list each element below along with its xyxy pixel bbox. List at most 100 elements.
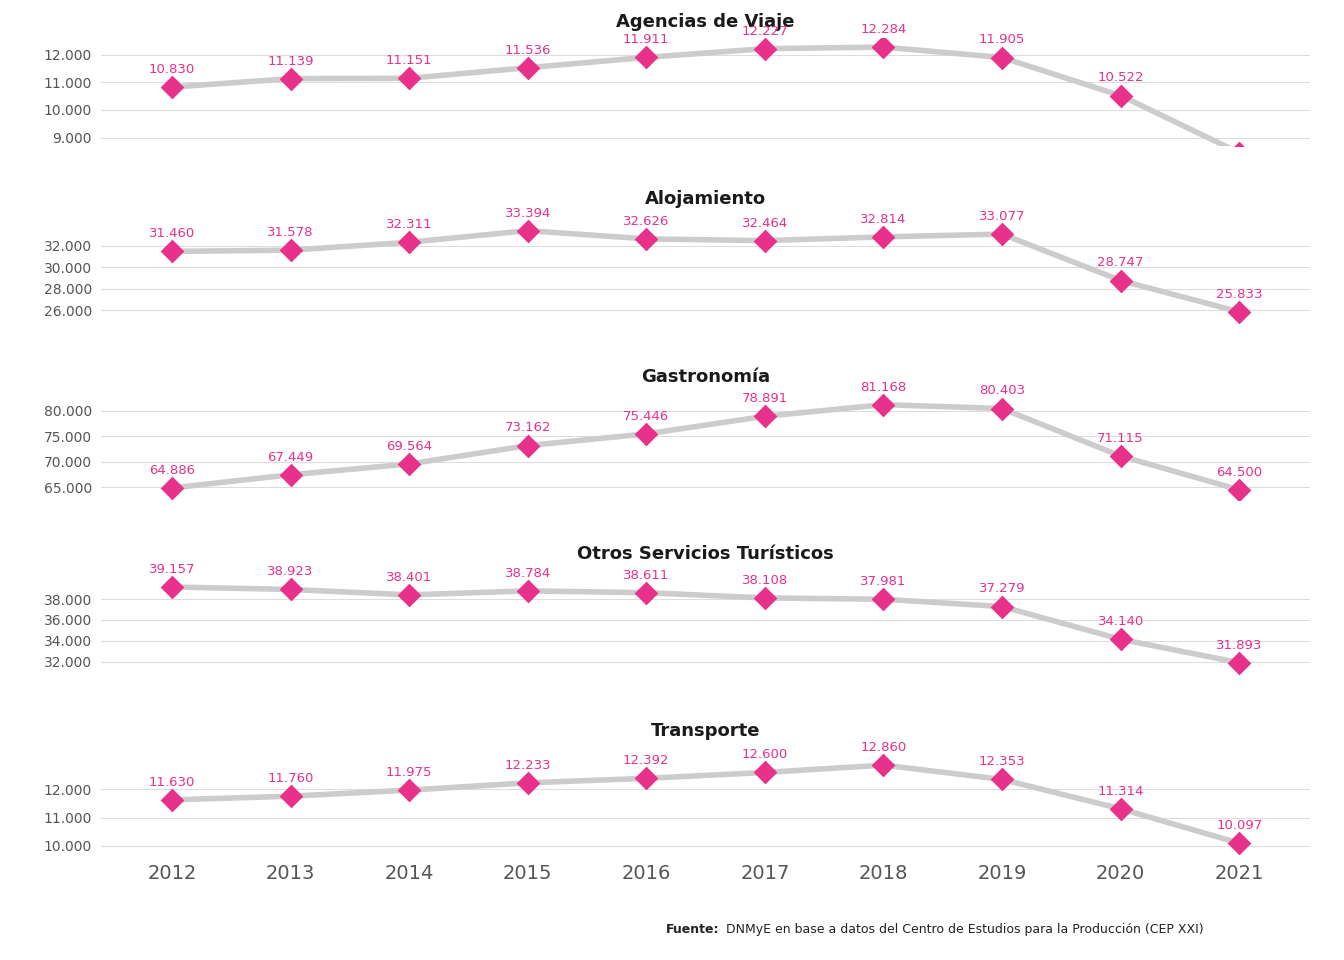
- Text: 38.108: 38.108: [742, 574, 788, 587]
- Text: 12.392: 12.392: [624, 755, 669, 767]
- Text: Fuente:: Fuente:: [665, 923, 719, 936]
- Text: 38.784: 38.784: [504, 566, 551, 580]
- Point: [992, 227, 1013, 242]
- Point: [517, 223, 539, 238]
- Point: [992, 772, 1013, 787]
- Text: 73.162: 73.162: [504, 421, 551, 435]
- Text: 38.611: 38.611: [624, 568, 669, 582]
- Text: DNMyE en base a datos del Centro de Estudios para la Producción (CEP XXI): DNMyE en base a datos del Centro de Estu…: [722, 923, 1203, 936]
- Text: 11.151: 11.151: [386, 54, 433, 67]
- Point: [1228, 655, 1250, 670]
- Point: [398, 782, 419, 798]
- Text: 33.077: 33.077: [978, 210, 1025, 223]
- Point: [754, 41, 775, 57]
- Point: [754, 233, 775, 249]
- Text: 37.981: 37.981: [860, 575, 907, 588]
- Text: 11.536: 11.536: [504, 43, 551, 57]
- Point: [280, 71, 301, 86]
- Point: [872, 39, 894, 55]
- Point: [992, 599, 1013, 614]
- Title: Agencias de Viaje: Agencias de Viaje: [617, 13, 794, 32]
- Text: 12.227: 12.227: [742, 25, 788, 37]
- Point: [280, 788, 301, 804]
- Point: [161, 792, 183, 807]
- Text: 31.460: 31.460: [149, 228, 195, 240]
- Text: 31.578: 31.578: [267, 226, 313, 239]
- Title: Otros Servicios Turísticos: Otros Servicios Turísticos: [577, 544, 835, 563]
- Point: [754, 765, 775, 780]
- Text: 11.911: 11.911: [624, 34, 669, 46]
- Title: Gastronomía: Gastronomía: [641, 368, 770, 386]
- Point: [636, 426, 657, 442]
- Text: 12.600: 12.600: [742, 749, 788, 761]
- Text: 80.403: 80.403: [978, 384, 1025, 397]
- Text: 32.814: 32.814: [860, 213, 907, 226]
- Text: 78.891: 78.891: [742, 393, 788, 405]
- Text: 12.353: 12.353: [978, 756, 1025, 768]
- Text: 69.564: 69.564: [386, 440, 433, 453]
- Text: 11.630: 11.630: [149, 776, 195, 789]
- Point: [161, 480, 183, 495]
- Point: [161, 80, 183, 95]
- Text: 25.833: 25.833: [1216, 288, 1262, 300]
- Text: 12.233: 12.233: [504, 758, 551, 772]
- Text: 11.314: 11.314: [1098, 784, 1144, 798]
- Text: 33.394: 33.394: [504, 206, 551, 220]
- Text: 32.311: 32.311: [386, 218, 433, 231]
- Point: [872, 757, 894, 773]
- Point: [280, 582, 301, 597]
- Text: 10.830: 10.830: [149, 63, 195, 76]
- Point: [1228, 835, 1250, 851]
- Text: 71.115: 71.115: [1097, 432, 1144, 444]
- Point: [161, 579, 183, 594]
- Point: [636, 585, 657, 600]
- Point: [992, 50, 1013, 65]
- Point: [517, 584, 539, 599]
- Point: [517, 60, 539, 76]
- Text: 10.097: 10.097: [1216, 819, 1262, 832]
- Text: 67.449: 67.449: [267, 450, 313, 464]
- Point: [1228, 482, 1250, 497]
- Text: 37.279: 37.279: [978, 583, 1025, 595]
- Text: 28.747: 28.747: [1098, 256, 1144, 270]
- Text: 31.893: 31.893: [1216, 638, 1262, 652]
- Text: 64.886: 64.886: [149, 464, 195, 477]
- Text: 38.401: 38.401: [386, 571, 433, 584]
- Point: [754, 409, 775, 424]
- Point: [1110, 632, 1132, 647]
- Text: 12.284: 12.284: [860, 23, 907, 36]
- Point: [1110, 801, 1132, 816]
- Point: [398, 456, 419, 471]
- Point: [1110, 273, 1132, 288]
- Text: 64.500: 64.500: [1216, 466, 1262, 479]
- Text: 11.760: 11.760: [267, 772, 313, 785]
- Point: [754, 590, 775, 606]
- Point: [398, 588, 419, 603]
- Title: Transporte: Transporte: [650, 722, 761, 740]
- Point: [1110, 448, 1132, 464]
- Text: 11.139: 11.139: [267, 55, 313, 67]
- Point: [636, 50, 657, 65]
- Point: [992, 401, 1013, 417]
- Point: [398, 234, 419, 250]
- Point: [398, 71, 419, 86]
- Point: [1228, 145, 1250, 160]
- Text: 81.168: 81.168: [860, 380, 907, 394]
- Point: [1228, 304, 1250, 320]
- Point: [872, 591, 894, 607]
- Text: 38.923: 38.923: [267, 565, 313, 578]
- Text: 10.522: 10.522: [1098, 71, 1144, 84]
- Text: 32.626: 32.626: [624, 215, 669, 228]
- Text: 11.905: 11.905: [978, 34, 1025, 46]
- Text: 75.446: 75.446: [624, 410, 669, 422]
- Point: [1110, 88, 1132, 104]
- Point: [280, 243, 301, 258]
- Point: [636, 231, 657, 247]
- Text: 39.157: 39.157: [149, 563, 195, 576]
- Point: [280, 468, 301, 483]
- Point: [872, 229, 894, 245]
- Title: Alojamiento: Alojamiento: [645, 190, 766, 208]
- Point: [872, 396, 894, 412]
- Point: [161, 244, 183, 259]
- Text: 32.464: 32.464: [742, 217, 788, 229]
